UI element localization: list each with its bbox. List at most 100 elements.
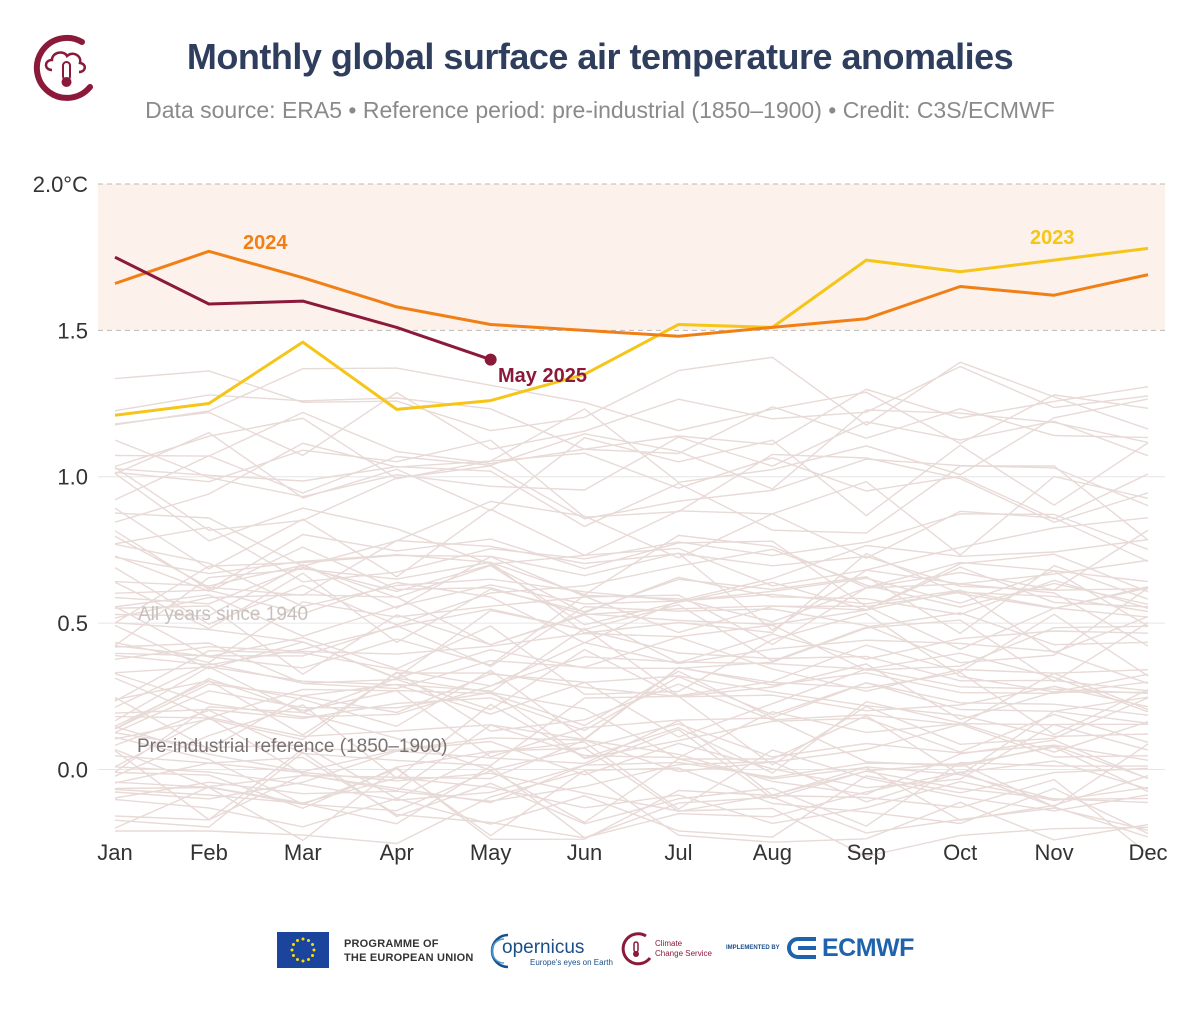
- eu-line-1: PROGRAMME OF: [344, 938, 439, 950]
- background-year-line: [114, 619, 1149, 683]
- implemented-by-text: IMPLEMENTED BY: [726, 945, 780, 951]
- eu-star: [311, 954, 315, 957]
- eu-star: [312, 948, 316, 952]
- eu-line-2: THE EUROPEAN UNION: [344, 952, 474, 964]
- background-year-line: [114, 529, 1149, 596]
- copernicus-wordmark: opernicus: [502, 937, 585, 958]
- x-tick-label: Jan: [97, 840, 132, 865]
- background-year-line: [114, 760, 1149, 803]
- x-tick-label: Sep: [847, 840, 886, 865]
- background-year-line: [114, 472, 1149, 565]
- threshold-band: [98, 184, 1165, 331]
- background-year-line: [114, 670, 1149, 730]
- background-year-line: [114, 683, 1149, 760]
- x-tick-label: Jul: [664, 840, 692, 865]
- ecmwf-wordmark: ECMWF: [822, 934, 914, 962]
- x-tick-label: Dec: [1128, 840, 1167, 865]
- background-year-line: [114, 570, 1149, 644]
- background-year-line: [114, 507, 1149, 587]
- eu-flag-icon: [277, 932, 329, 968]
- background-year-line: [114, 356, 1149, 432]
- line-chart: 0.0 0.5 1.0 1.5 2.0°C Jan Feb Mar Apr May Jun Jul Au…: [33, 172, 1168, 865]
- x-tick-label: May: [470, 840, 512, 865]
- background-year-line: [114, 762, 1149, 858]
- x-tick-label: Aug: [753, 840, 792, 865]
- y-tick-label: 1.0: [57, 465, 88, 490]
- background-year-line: [114, 767, 1149, 837]
- background-year-line: [114, 624, 1149, 671]
- background-year-line: [114, 564, 1149, 626]
- x-tick-label: Apr: [380, 840, 414, 865]
- series-line-may-2025: [114, 255, 492, 362]
- background-year-line: [114, 648, 1149, 712]
- eu-programme-text: PROGRAMME OF THE EUROPEAN UNION: [344, 937, 474, 965]
- copernicus-logo-icon: [490, 933, 509, 969]
- eu-star: [301, 937, 305, 941]
- series-line-2023: [114, 246, 1149, 417]
- series-label: 2024: [243, 232, 288, 254]
- c3s-thermometer-icon: [33, 34, 93, 101]
- background-year-line: [114, 548, 1149, 626]
- background-year-line: [114, 732, 1149, 812]
- background-year-line: [114, 365, 1149, 457]
- eu-star: [290, 948, 294, 952]
- background-year-line: [114, 475, 1149, 567]
- background-year-line: [114, 667, 1149, 741]
- eu-star: [296, 938, 299, 942]
- background-year-line: [114, 398, 1149, 484]
- background-year-line: [114, 552, 1149, 647]
- series-line-2024: [114, 249, 1149, 338]
- chart-subtitle: Data source: ERA5 • Reference period: pr…: [145, 97, 1055, 123]
- background-year-line: [115, 770, 1149, 845]
- x-tick-label: Jun: [567, 840, 602, 865]
- background-year-line: [114, 458, 1149, 532]
- annotation-reference: Pre-industrial reference (1850–1900): [137, 736, 448, 757]
- copernicus-tagline: Europe's eyes on Earth: [530, 958, 613, 967]
- eu-star: [307, 958, 310, 962]
- y-tick-label: 0.5: [57, 611, 88, 636]
- background-year-line: [114, 608, 1149, 692]
- background-year-line: [114, 367, 1149, 445]
- background-year-line: [114, 671, 1149, 741]
- background-year-line: [114, 723, 1149, 788]
- background-year-line: [114, 663, 1149, 736]
- background-year-line: [114, 535, 1149, 597]
- c3s-text: Climate Change Service: [655, 939, 712, 959]
- background-year-line: [114, 706, 1149, 773]
- series-label: 2023: [1030, 227, 1075, 249]
- c3s-line-1: Climate: [655, 939, 683, 948]
- background-year-line: [114, 636, 1149, 692]
- partner-logos: PROGRAMME OF THE EUROPEAN UNION opernicu…: [0, 925, 1200, 975]
- eu-star: [307, 938, 310, 942]
- background-year-line: [114, 546, 1149, 616]
- latest-point-marker: [484, 353, 497, 366]
- background-year-line: [114, 442, 1149, 523]
- eu-star: [311, 943, 315, 946]
- ecmwf-logo-icon: [787, 937, 816, 959]
- background-year-line: [114, 766, 1149, 855]
- x-tick-label: Mar: [284, 840, 322, 865]
- background-year-line: [114, 710, 1149, 792]
- background-year-line: [114, 603, 1149, 679]
- background-year-line: [114, 728, 1149, 808]
- background-year-line: [114, 605, 1149, 676]
- eu-star: [291, 943, 295, 946]
- background-year-line: [114, 420, 1149, 498]
- background-year-line: [114, 639, 1149, 718]
- annotation-all-years: All years since 1940: [138, 604, 308, 625]
- eu-star: [291, 954, 295, 957]
- background-year-line: [114, 747, 1149, 813]
- background-year-line: [114, 612, 1149, 696]
- background-year-line: [114, 439, 1149, 524]
- background-year-line: [114, 583, 1149, 669]
- background-year-line: [114, 700, 1149, 780]
- background-year-line: [114, 394, 1149, 455]
- eu-star: [296, 958, 299, 962]
- background-year-line: [114, 584, 1149, 654]
- chart-title: Monthly global surface air temperature a…: [186, 36, 1014, 77]
- background-year-line: [114, 538, 1149, 608]
- background-year-line: [114, 409, 1149, 501]
- c3s-small-icon: [621, 932, 652, 966]
- background-year-line: [114, 665, 1149, 738]
- c3s-line-2: Change Service: [655, 949, 712, 958]
